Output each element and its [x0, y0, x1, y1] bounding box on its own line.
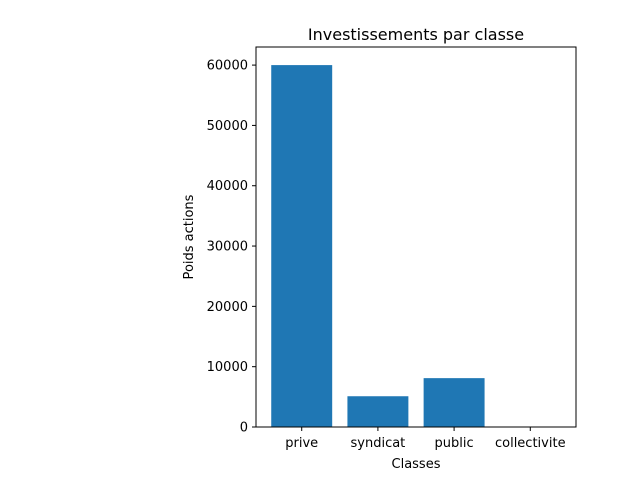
- bar-prive: [271, 65, 333, 427]
- x-tick-label: public: [435, 436, 474, 451]
- x-tick-label: collectivite: [495, 436, 566, 451]
- axes-frame: [255, 46, 577, 428]
- y-tick-label: 0: [240, 421, 248, 436]
- chart-title: Investissements par classe: [308, 25, 524, 44]
- y-tick-label: 50000: [207, 119, 248, 134]
- bar-public: [423, 378, 485, 427]
- y-tick-label: 10000: [207, 360, 248, 375]
- bar-syndicat: [347, 396, 409, 427]
- plot-area: prive syndicat public collectivite 0 10000 200…: [207, 59, 566, 451]
- y-tick-label: 40000: [207, 179, 248, 194]
- y-tick-label: 20000: [207, 300, 248, 315]
- y-axis-label: Poids actions: [182, 194, 197, 279]
- y-tick-label: 60000: [207, 59, 248, 74]
- x-tick-label: syndicat: [351, 436, 406, 451]
- x-axis-label: Classes: [392, 457, 441, 472]
- y-tick-label: 30000: [207, 240, 248, 255]
- x-tick-label: prive: [285, 436, 318, 451]
